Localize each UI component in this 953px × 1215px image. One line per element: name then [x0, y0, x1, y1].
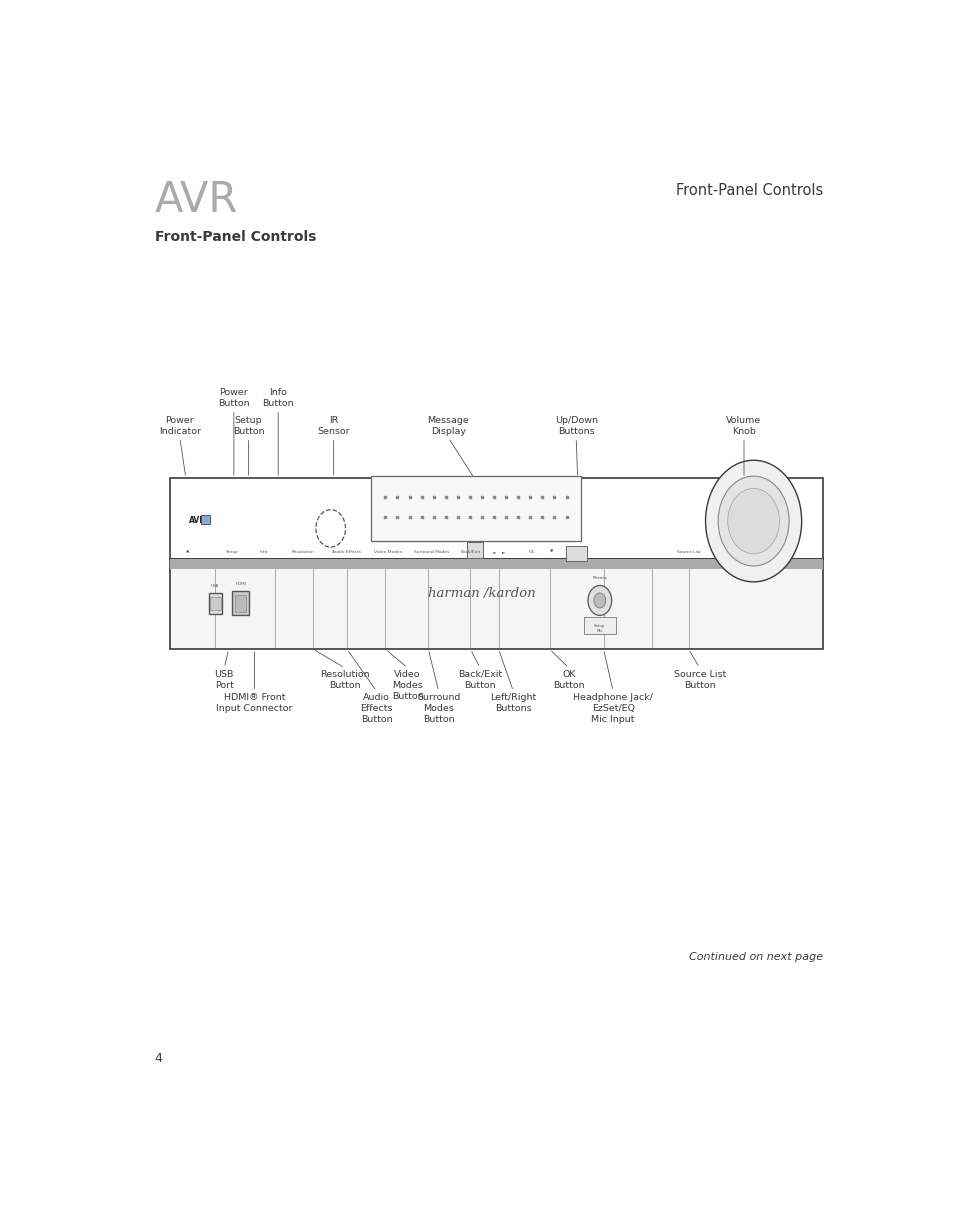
Text: Continued on next page: Continued on next page [688, 951, 822, 961]
Text: Resolution
Button: Resolution Button [319, 669, 369, 690]
Text: Front-Panel Controls: Front-Panel Controls [675, 183, 822, 198]
Bar [209, 593, 222, 614]
Text: IR
Sensor: IR Sensor [317, 416, 350, 436]
Text: 4: 4 [154, 1051, 162, 1064]
Text: Back/Exit: Back/Exit [459, 550, 480, 554]
Text: Video Modes: Video Modes [374, 550, 402, 554]
Text: Surround Modes: Surround Modes [414, 550, 449, 554]
Text: Phones: Phones [592, 576, 607, 580]
Text: AVR: AVR [154, 179, 238, 221]
Text: Back/Exit
Button: Back/Exit Button [457, 669, 501, 690]
Text: Front-Panel Controls: Front-Panel Controls [154, 230, 315, 244]
Text: harman /kardon: harman /kardon [427, 587, 535, 600]
Circle shape [718, 476, 788, 566]
Text: Source List: Source List [676, 550, 700, 554]
Bar [233, 592, 249, 616]
Text: Left/Right
Buttons: Left/Right Buttons [490, 693, 536, 713]
Circle shape [727, 488, 779, 554]
Text: Info
Button: Info Button [262, 388, 294, 408]
Text: HDMI® Front
Input Connector: HDMI® Front Input Connector [216, 693, 293, 713]
Text: OK
Button: OK Button [553, 669, 584, 690]
Text: Audio Effects: Audio Effects [333, 550, 361, 554]
Text: Info: Info [259, 550, 267, 554]
Text: Power
Indicator: Power Indicator [159, 416, 201, 436]
Text: Video
Modes
Button: Video Modes Button [392, 669, 423, 701]
Text: Up/Down
Buttons: Up/Down Buttons [554, 416, 597, 436]
Text: Setup
Button: Setup Button [233, 416, 264, 436]
Text: Headphone Jack/
EzSet/EQ
Mic Input: Headphone Jack/ EzSet/EQ Mic Input [573, 693, 653, 724]
Text: USB: USB [211, 584, 219, 588]
Bar [170, 477, 822, 559]
Bar [565, 547, 586, 561]
Circle shape [587, 586, 611, 616]
Text: Message
Display: Message Display [427, 416, 469, 436]
Text: Resolution: Resolution [291, 550, 314, 554]
Text: ▼: ▼ [550, 550, 553, 554]
Text: HDMI: HDMI [234, 582, 246, 587]
Bar [200, 515, 210, 525]
Text: ▲: ▲ [186, 550, 189, 554]
Text: Source List
Button: Source List Button [673, 669, 725, 690]
Text: Power
Button: Power Button [218, 388, 250, 408]
Text: AVR: AVR [189, 515, 206, 525]
Text: Volume
Knob: Volume Knob [725, 416, 760, 436]
Text: USB
Port: USB Port [214, 669, 233, 690]
Text: Setup
Mic: Setup Mic [594, 625, 605, 633]
Bar [170, 559, 822, 649]
Text: Setup: Setup [226, 550, 238, 554]
Circle shape [594, 593, 605, 608]
Text: Surround
Modes
Button: Surround Modes Button [416, 693, 460, 724]
Bar [210, 597, 220, 610]
Bar [466, 542, 482, 559]
Bar [370, 476, 580, 542]
Text: Audio
Effects
Button: Audio Effects Button [360, 693, 393, 724]
Circle shape [705, 460, 801, 582]
Bar [583, 617, 616, 634]
Bar [170, 559, 822, 569]
Text: OK: OK [528, 550, 535, 554]
Text: ►: ► [501, 550, 505, 554]
Text: ◄: ◄ [492, 550, 496, 554]
Bar [234, 595, 246, 611]
